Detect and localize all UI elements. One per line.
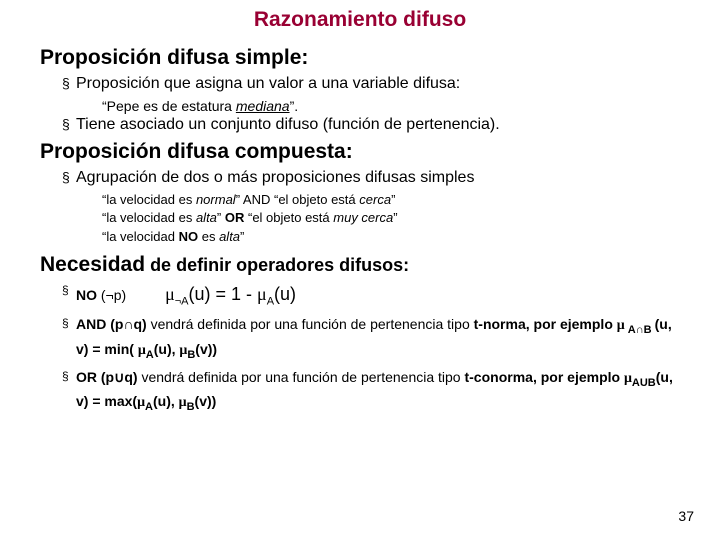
necesidad-a: Necesidad (40, 253, 145, 276)
bullet-conjunto: Tiene asociado un conjunto difuso (funci… (62, 115, 684, 136)
heading-simple: Proposición difusa simple: (40, 46, 684, 70)
no-fb: (u) = 1 - (189, 284, 258, 304)
no-fa: ¬A (175, 296, 189, 308)
ex1d: cerca (359, 192, 391, 207)
and-i: A (146, 348, 154, 360)
and-e: , por ejemplo (526, 316, 617, 332)
or-f: AUB (632, 377, 656, 389)
ex2b: alta (196, 210, 217, 225)
bullet-agrupacion: Agrupación de dos o más proposiciones di… (62, 168, 684, 189)
mu-icon-2: μ (257, 284, 267, 304)
op-or: OR (p∪q) vendrá definida por una función… (62, 367, 684, 416)
no-formula: μ¬A(u) = 1 - μA(u) (165, 284, 296, 304)
heading-necesidad: Necesidad de definir operadores difusos: (40, 253, 684, 277)
ex3e: ” (240, 229, 244, 244)
example-1: “la velocidad es normal” AND “el objeto … (102, 191, 684, 210)
quote-pre: “Pepe es de estatura (102, 98, 236, 114)
ex1c: ” AND “el objeto está (236, 192, 360, 207)
mu-icon-6: μ (624, 371, 632, 386)
quote-post: ”. (290, 98, 299, 114)
and-l: (v)) (195, 341, 217, 357)
mu-icon-8: μ (179, 395, 187, 410)
mu-icon-4: μ (138, 343, 146, 358)
mu-icon: μ (165, 284, 175, 304)
ex2d: OR (225, 210, 245, 225)
example-2: “la velocidad es alta” OR “el objeto est… (102, 209, 684, 228)
ex2g: ” (393, 210, 397, 225)
no-label-b: (¬p) (97, 287, 126, 303)
or-j: B (187, 401, 195, 413)
slide-content: Proposición difusa simple: Proposición q… (0, 46, 720, 415)
ex2e: “el objeto está (244, 210, 333, 225)
slide-title: Razonamiento difuso (0, 8, 720, 32)
or-c: vendrá definida por una función de perte… (138, 369, 465, 385)
quote-word: mediana (236, 98, 290, 114)
and-a: AND (p (76, 316, 123, 332)
cap-icon: ∩ (123, 318, 133, 333)
quote-pepe: “Pepe es de estatura mediana”. (102, 97, 684, 115)
ex3c: es (198, 229, 219, 244)
and-j: (u), (154, 341, 180, 357)
necesidad-b: de definir operadores difusos: (145, 255, 409, 275)
ex1a: “la velocidad es (102, 192, 196, 207)
ex2a: “la velocidad es (102, 210, 196, 225)
and-c: vendrá definida por una función de perte… (147, 316, 474, 332)
ex3b: NO (179, 229, 199, 244)
no-fd: (u) (274, 284, 296, 304)
or-k: (v)) (195, 393, 217, 409)
no-fc: A (267, 296, 274, 308)
mu-icon-7: μ (137, 395, 145, 410)
and-f: A (625, 324, 636, 336)
or-b: q) (124, 369, 137, 385)
or-h: A (145, 401, 153, 413)
heading-compuesta: Proposición difusa compuesta: (40, 140, 684, 164)
or-a: OR (p (76, 369, 114, 385)
ex3d: alta (219, 229, 240, 244)
and-d: t-norma (474, 316, 526, 332)
ex3a: “la velocidad (102, 229, 179, 244)
or-d: t-conorma (464, 369, 532, 385)
ex1b: normal (196, 192, 236, 207)
page-number: 37 (678, 508, 694, 524)
ex1e: ” (391, 192, 395, 207)
bullet-asigna: Proposición que asigna un valor a una va… (62, 74, 684, 95)
op-and: AND (p∩q) vendrá definida por una funció… (62, 314, 684, 363)
and-b: q) (134, 316, 147, 332)
cup-icon: ∪ (114, 371, 124, 386)
and-g: B (644, 324, 655, 336)
cap-icon-2: ∩ (636, 324, 644, 336)
no-label-a: NO (76, 287, 97, 303)
ex2f: muy cerca (333, 210, 393, 225)
or-e: , por ejemplo (533, 369, 624, 385)
or-i: (u), (153, 393, 179, 409)
ex2c: ” (217, 210, 225, 225)
op-no: NO (¬p) μ¬A(u) = 1 - μA(u) (62, 281, 684, 310)
example-3: “la velocidad NO es alta” (102, 228, 684, 247)
mu-icon-3: μ (617, 318, 625, 333)
